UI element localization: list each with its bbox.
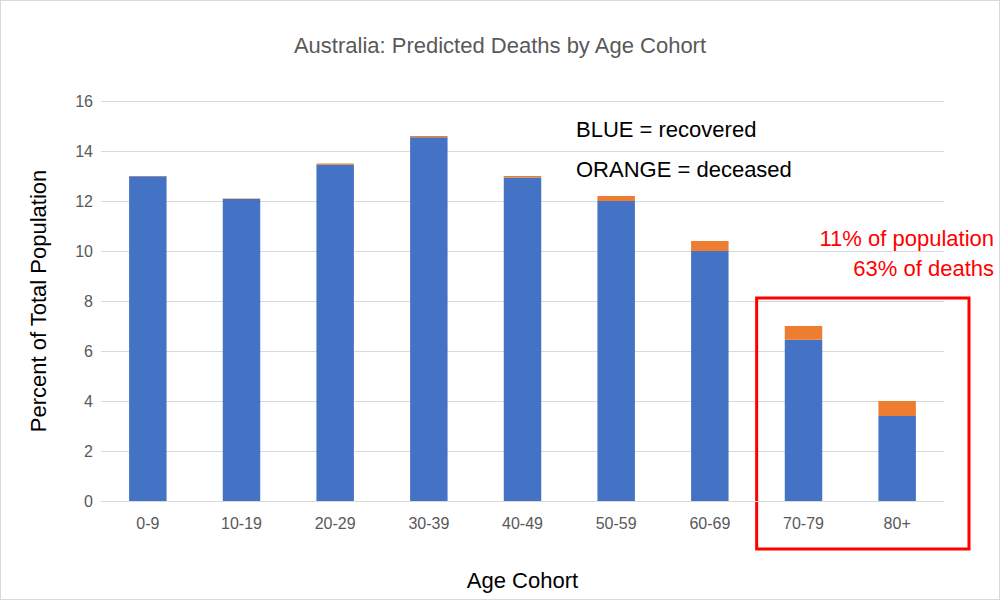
- svg-text:16: 16: [75, 93, 93, 110]
- svg-text:20-29: 20-29: [315, 515, 356, 532]
- svg-text:10-19: 10-19: [221, 515, 262, 532]
- svg-text:80+: 80+: [884, 515, 911, 532]
- svg-text:BLUE = recovered: BLUE = recovered: [576, 117, 756, 142]
- svg-text:4: 4: [84, 393, 93, 410]
- svg-text:50-59: 50-59: [596, 515, 637, 532]
- svg-text:8: 8: [84, 293, 93, 310]
- svg-text:14: 14: [75, 143, 93, 160]
- svg-text:Percent of Total Population: Percent of Total Population: [26, 170, 51, 433]
- svg-text:12: 12: [75, 193, 93, 210]
- svg-text:2: 2: [84, 443, 93, 460]
- svg-text:0: 0: [84, 493, 93, 510]
- svg-text:60-69: 60-69: [689, 515, 730, 532]
- svg-text:70-79: 70-79: [783, 515, 824, 532]
- svg-text:0-9: 0-9: [136, 515, 159, 532]
- svg-text:30-39: 30-39: [408, 515, 449, 532]
- svg-text:10: 10: [75, 243, 93, 260]
- svg-text:Age Cohort: Age Cohort: [467, 568, 578, 593]
- svg-text:11% of population: 11% of population: [819, 226, 994, 251]
- svg-text:Australia: Predicted Deaths by: Australia: Predicted Deaths by Age Cohor…: [294, 33, 706, 58]
- svg-text:63% of deaths: 63% of deaths: [853, 256, 994, 281]
- svg-text:40-49: 40-49: [502, 515, 543, 532]
- svg-text:ORANGE = deceased: ORANGE = deceased: [576, 157, 792, 182]
- svg-text:6: 6: [84, 343, 93, 360]
